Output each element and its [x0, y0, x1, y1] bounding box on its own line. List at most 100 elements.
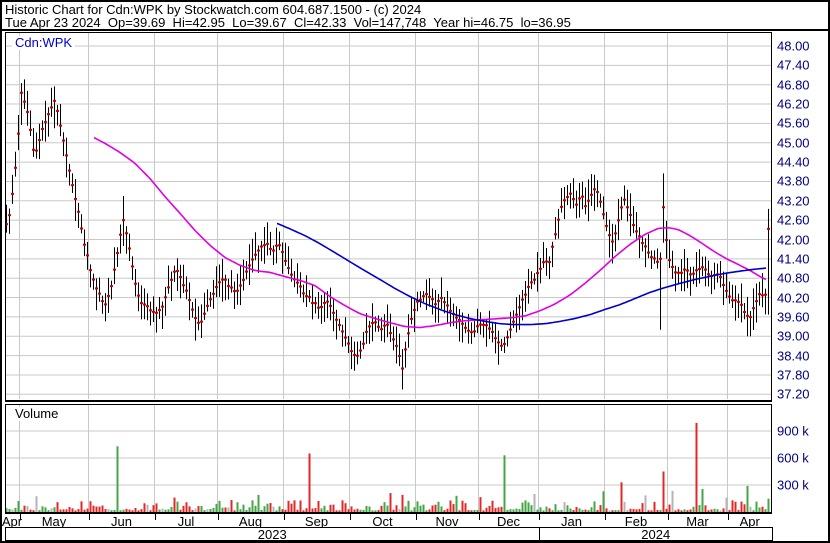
- month-tick: [88, 513, 90, 520]
- volume-bar: [182, 505, 185, 512]
- close-tick: [41, 127, 44, 130]
- volume-bar: [668, 504, 671, 512]
- close-tick: [758, 293, 761, 296]
- month-label: Aug: [238, 514, 263, 529]
- price-chart-pane: Cdn:WPK: [5, 32, 772, 402]
- volume-bar: [683, 509, 686, 512]
- volume-bar: [536, 509, 539, 512]
- close-tick: [512, 320, 515, 323]
- close-tick: [254, 253, 257, 256]
- volume-bar: [224, 507, 227, 512]
- close-tick: [656, 260, 659, 263]
- volume-bar: [596, 510, 599, 512]
- volume-bar: [245, 510, 248, 512]
- volume-bar: [32, 510, 35, 512]
- close-tick: [482, 323, 485, 326]
- volume-bar: [695, 422, 698, 512]
- volume-bar: [26, 506, 29, 512]
- volume-bar: [737, 510, 740, 512]
- close-tick: [332, 311, 335, 314]
- close-tick: [668, 259, 671, 262]
- close-tick: [125, 232, 128, 235]
- volume-pane: Volume: [5, 404, 772, 514]
- volume-bar: [161, 508, 164, 512]
- volume-bar: [200, 506, 203, 512]
- close-tick: [674, 271, 677, 274]
- close-tick: [560, 205, 563, 208]
- volume-bar: [296, 509, 299, 512]
- month-label: Apr: [739, 514, 760, 529]
- close-tick: [614, 232, 617, 235]
- close-tick: [338, 324, 341, 327]
- close-tick: [20, 91, 23, 94]
- volume-bar: [275, 510, 278, 512]
- close-tick: [704, 268, 707, 271]
- volume-bar: [20, 509, 23, 512]
- close-tick: [662, 206, 665, 209]
- close-tick: [26, 110, 29, 113]
- volume-bar: [119, 510, 122, 512]
- close-tick: [17, 132, 20, 135]
- close-tick: [275, 244, 278, 247]
- close-tick: [353, 353, 356, 356]
- close-tick: [683, 268, 686, 271]
- close-tick: [419, 298, 422, 301]
- close-tick: [536, 272, 539, 275]
- volume-bar: [584, 509, 587, 512]
- close-tick: [155, 311, 158, 314]
- close-tick: [191, 308, 194, 311]
- close-tick: [77, 210, 80, 213]
- volume-bar: [365, 505, 368, 512]
- volume-bar: [269, 503, 272, 512]
- volume-bar: [110, 510, 113, 512]
- month-tick: [217, 513, 219, 520]
- volume-bar: [173, 497, 176, 512]
- volume-bar: [389, 493, 392, 512]
- close-tick: [731, 299, 734, 302]
- close-tick: [137, 294, 140, 297]
- volume-bar: [662, 471, 665, 512]
- close-tick: [194, 317, 197, 320]
- volume-bar: [350, 506, 353, 512]
- close-tick: [107, 294, 110, 297]
- chart-title: Historic Chart for Cdn:WPK by Stockwatch…: [5, 2, 422, 17]
- volume-bar: [404, 506, 407, 512]
- close-tick: [236, 289, 239, 292]
- close-tick: [410, 317, 413, 320]
- volume-bar: [734, 501, 737, 512]
- close-tick: [35, 149, 38, 152]
- month-label: Oct: [372, 514, 393, 529]
- close-tick: [509, 328, 512, 331]
- month-tick: [604, 513, 606, 520]
- close-tick: [746, 314, 749, 317]
- close-tick: [599, 200, 602, 203]
- volume-bar: [419, 505, 422, 512]
- close-tick: [347, 342, 350, 345]
- close-tick: [209, 298, 212, 301]
- volume-bar: [242, 504, 245, 512]
- volume-bar: [86, 508, 89, 512]
- price-axis-label: 48.00: [777, 38, 810, 54]
- volume-bar: [104, 509, 107, 512]
- close-tick: [290, 273, 293, 276]
- volume-bar: [629, 508, 632, 512]
- close-tick: [71, 184, 74, 187]
- close-tick: [245, 270, 248, 273]
- close-tick: [593, 188, 596, 191]
- close-tick: [671, 265, 674, 268]
- close-tick: [767, 227, 770, 230]
- close-tick: [302, 292, 305, 295]
- close-tick: [488, 327, 491, 330]
- close-tick: [326, 300, 329, 303]
- close-tick: [266, 242, 269, 245]
- close-tick: [173, 270, 176, 273]
- volume-bar: [482, 510, 485, 512]
- close-tick: [647, 251, 650, 254]
- volume-pane-label: Volume: [12, 407, 62, 421]
- volume-bar: [449, 500, 452, 512]
- close-tick: [65, 154, 68, 157]
- volume-bar: [335, 510, 338, 512]
- volume-bar: [500, 506, 503, 512]
- close-tick: [491, 330, 494, 333]
